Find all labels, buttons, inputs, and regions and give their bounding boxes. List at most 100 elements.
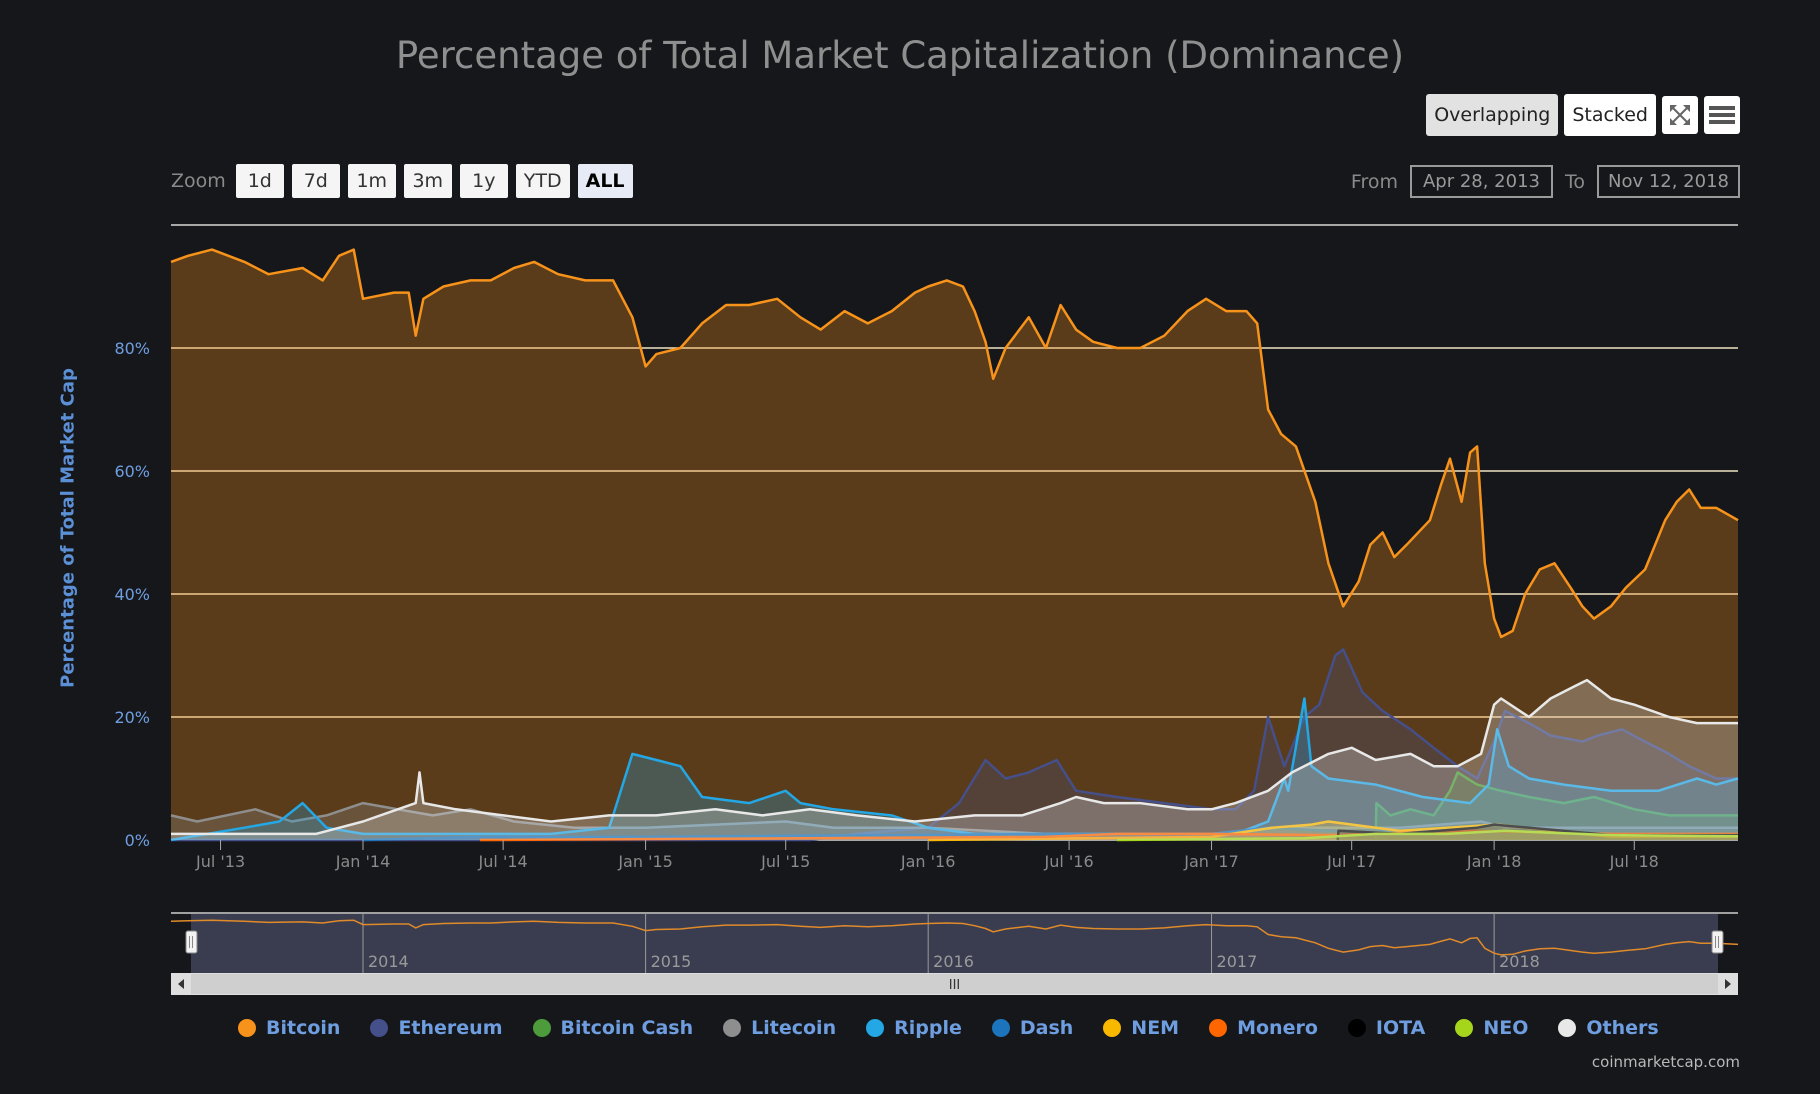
legend-dot [532,1019,551,1037]
y-tick-label: 80% [114,339,150,358]
legend-label: Bitcoin Cash [560,1017,694,1039]
legend-label: Litecoin [751,1017,837,1039]
zoom-all-button[interactable]: ALL [577,164,633,198]
to-date-input[interactable]: Nov 12, 2018 [1597,165,1740,198]
x-tick-label: Jan '15 [617,852,673,871]
x-tick-label: Jan '16 [900,852,956,871]
navigator-right-handle[interactable] [1711,930,1724,954]
credit-link[interactable]: coinmarketcap.com [1591,1053,1740,1071]
legend-item-others[interactable]: Others [1558,1017,1659,1039]
legend-item-bitcoin[interactable]: Bitcoin [238,1017,340,1039]
zoom-1d-button[interactable]: 1d [235,164,284,198]
series-line [171,648,1738,842]
legend-dot [723,1019,742,1037]
legend-item-litecoin[interactable]: Litecoin [723,1017,836,1039]
dominance-chart: 0% 20% 40% 60% 80% Jul '13 Jan '14 Jul '14 Jan … [114,224,1739,995]
zoom-selector: Zoom 1d 7d 1m 3m 1y YTD ALL [171,164,633,198]
navigator: 2014 2015 2016 2017 2018 III [170,912,1739,995]
series-bitcoin [170,248,1739,841]
legend-label: IOTA [1375,1017,1426,1039]
x-tick-label: Jan '18 [1466,852,1522,871]
legend-label: NEM [1131,1017,1180,1039]
legend-item-bitcoin-cash[interactable]: Bitcoin Cash [532,1017,694,1039]
fullscreen-icon [1670,105,1690,125]
zoom-7d-button[interactable]: 7d [291,164,340,198]
chart-title: Percentage of Total Market Capitalizatio… [395,34,1405,77]
navigator-year-label: 2014 [368,952,409,971]
x-axis-ticks: Jul '13 Jan '14 Jul '14 Jan '15 Jul '15 Jan '… [195,840,1659,871]
x-tick-label: Jul '14 [478,852,528,871]
zoom-3m-button[interactable]: 3m [403,164,452,198]
stacked-button[interactable]: Stacked [1564,94,1656,136]
y-tick-label: 0% [125,831,150,850]
legend-label: Bitcoin [266,1017,341,1039]
series-area [171,649,1738,840]
series-area [171,680,1738,840]
y-axis-ticks: 0% 20% 40% 60% 80% [114,339,150,850]
legend-item-iota[interactable]: IOTA [1347,1017,1426,1039]
from-label: From [1350,170,1398,193]
x-tick-label: Jul '18 [1609,852,1659,871]
x-tick-label: Jul '17 [1326,852,1376,871]
series-neo [1117,829,1739,842]
scrollbar-grip: III [949,978,961,993]
legend-label: NEO [1483,1017,1529,1039]
navigator-left-handle[interactable] [185,930,198,954]
series-area [171,249,1738,841]
fullscreen-button[interactable] [1662,96,1698,134]
scroll-left-arrow-icon[interactable] [178,979,184,989]
legend-item-ripple[interactable]: Ripple [866,1017,962,1039]
legend-dot [1347,1019,1366,1037]
view-mode-toolbar: Overlapping Stacked [1426,94,1740,136]
date-range: From Apr 28, 2013 To Nov 12, 2018 [1351,165,1740,198]
legend-dot [991,1019,1010,1037]
legend-label: Others [1586,1017,1659,1039]
x-tick-label: Jul '16 [1044,852,1094,871]
x-tick-label: Jul '15 [760,852,810,871]
legend-label: Ripple [894,1017,962,1039]
legend-dot [370,1019,389,1037]
navigator-year-label: 2018 [1499,952,1540,971]
navigator-bitcoin-line [170,919,1739,956]
series-area [928,821,1738,840]
navigator-year-label: 2016 [933,952,974,971]
x-tick-label: Jul '13 [195,852,245,871]
overlapping-button[interactable]: Overlapping [1426,94,1559,136]
to-label: To [1564,170,1585,193]
legend-item-dash[interactable]: Dash [991,1017,1074,1039]
from-date-input[interactable]: Apr 28, 2013 [1409,165,1553,198]
legend-label: Monero [1237,1017,1318,1039]
menu-button[interactable] [1704,96,1740,134]
x-tick-label: Jan '17 [1183,852,1239,871]
legend-dot [866,1019,885,1037]
legend-label: Ethereum [398,1017,503,1039]
legend-item-monero[interactable]: Monero [1209,1017,1318,1039]
series-line [171,678,1738,836]
navigator-year-label: 2015 [651,952,692,971]
series-area [1117,830,1738,840]
legend-dot [1209,1019,1228,1037]
series-line [170,248,1739,639]
series-ethereum [171,648,1738,842]
legend-item-ethereum[interactable]: Ethereum [370,1017,503,1039]
series-line [1374,771,1738,841]
legend-dot [1558,1019,1577,1037]
series-areas [170,248,1739,842]
scrollbar-thumb[interactable] [191,974,1718,994]
zoom-1m-button[interactable]: 1m [347,164,396,198]
zoom-1y-button[interactable]: 1y [459,164,508,198]
legend-dot [238,1019,256,1037]
x-tick-label: Jan '14 [335,852,391,871]
y-tick-label: 40% [114,585,150,604]
legend-item-neo[interactable]: NEO [1455,1017,1528,1039]
legend-dot [1103,1019,1122,1037]
legend-dot [1455,1019,1474,1037]
hamburger-menu-icon [1709,106,1735,124]
zoom-ytd-button[interactable]: YTD [515,164,570,198]
series-line [170,801,1738,836]
y-tick-label: 60% [114,462,150,481]
legend-label: Dash [1019,1017,1074,1039]
legend-item-nem[interactable]: NEM [1103,1017,1179,1039]
zoom-label: Zoom [171,170,226,192]
scroll-right-arrow-icon[interactable] [1725,979,1731,989]
